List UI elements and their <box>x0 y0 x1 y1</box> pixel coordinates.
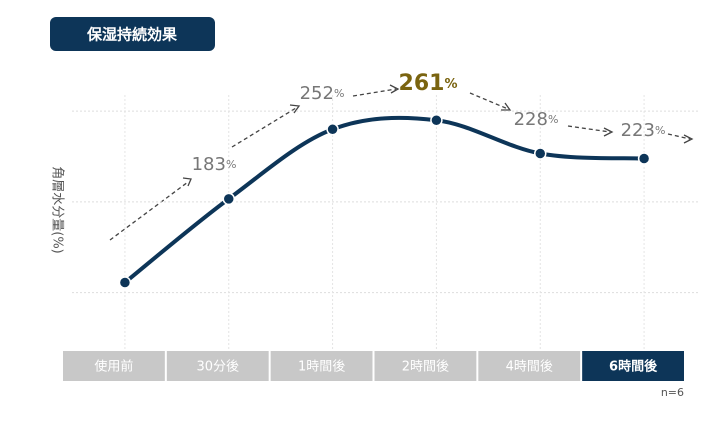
point <box>534 147 547 160</box>
x-tick-label: 30分後 <box>196 360 239 375</box>
x-tick-label: 使用前 <box>94 359 133 375</box>
point <box>637 152 651 165</box>
y-axis-label: 角層水分量(%) <box>50 166 65 254</box>
x-tick-label: 4時間後 <box>506 360 553 375</box>
category-cell <box>63 351 165 381</box>
arrows <box>109 84 694 241</box>
x-tick-label: 2時間後 <box>402 360 449 375</box>
value-label: 252% <box>300 83 345 104</box>
series-line <box>123 115 645 285</box>
value-label: 223% <box>621 120 666 141</box>
value-label: 261% <box>399 71 458 96</box>
point <box>430 113 443 127</box>
note: n=6 <box>661 386 684 399</box>
point <box>222 192 235 206</box>
point <box>118 276 132 289</box>
category-cell <box>166 351 269 381</box>
point <box>326 123 339 136</box>
value-label: 228% <box>514 109 559 130</box>
x-tick-label: 1時間後 <box>298 360 345 375</box>
chart-title: 保湿持続効果 <box>86 26 178 44</box>
value-label: 183% <box>192 154 237 175</box>
category-cell <box>374 351 477 381</box>
x-tick-label: 6時間後 <box>609 359 658 375</box>
category-cell <box>478 351 581 381</box>
category-cell <box>582 351 684 381</box>
category-cell <box>270 351 373 381</box>
title-box <box>50 17 215 51</box>
grid <box>72 95 700 350</box>
